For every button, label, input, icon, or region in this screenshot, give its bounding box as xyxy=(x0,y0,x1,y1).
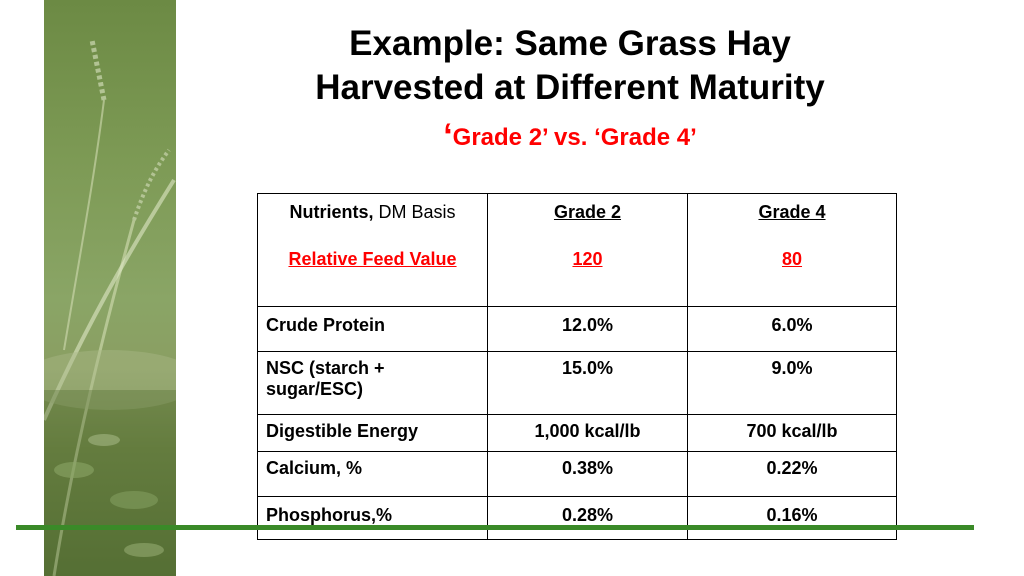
nutrient-name: Crude Protein xyxy=(257,306,488,352)
grade4-value: 9.0% xyxy=(687,351,897,415)
grade2-header: Grade 2 xyxy=(553,202,622,222)
rfv-grade4-value: 80 xyxy=(781,249,803,269)
nutrients-label: Nutrients, xyxy=(289,202,374,222)
grade2-value: 1,000 kcal/lb xyxy=(487,414,688,452)
nutrient-comparison-table: Nutrients, DM Basis Relative Feed Value … xyxy=(257,193,897,540)
rfv-grade2-value: 120 xyxy=(572,249,603,269)
nutrient-name: Digestible Energy xyxy=(257,414,488,452)
grade4-value: 700 kcal/lb xyxy=(687,414,897,452)
table-header-row: Nutrients, DM Basis Relative Feed Value … xyxy=(257,193,897,307)
slide-subtitle: ‘Grade 2’ vs. ‘Grade 4’ xyxy=(200,116,940,158)
slide-title: Example: Same Grass Hay Harvested at Dif… xyxy=(200,22,940,110)
table-row: Phosphorus,% 0.28% 0.16% xyxy=(257,496,897,540)
left-margin xyxy=(0,0,44,576)
grade2-value: 12.0% xyxy=(487,306,688,352)
table-row: Digestible Energy 1,000 kcal/lb 700 kcal… xyxy=(257,414,897,452)
grade4-value: 6.0% xyxy=(687,306,897,352)
grade4-value: 0.22% xyxy=(687,451,897,497)
table-row: Calcium, % 0.38% 0.22% xyxy=(257,451,897,497)
header-grade4-cell: Grade 4 80 xyxy=(687,193,897,307)
table-row: Crude Protein 12.0% 6.0% xyxy=(257,306,897,352)
grade2-value: 15.0% xyxy=(487,351,688,415)
nutrient-name: NSC (starch + sugar/ESC) xyxy=(257,351,488,415)
grass-image-strip xyxy=(44,0,176,576)
nutrient-name: Phosphorus,% xyxy=(257,496,488,540)
header-grade2-cell: Grade 2 120 xyxy=(487,193,688,307)
title-line-1: Example: Same Grass Hay xyxy=(349,24,791,63)
subtitle-text: Grade 2’ vs. ‘Grade 4’ xyxy=(452,124,697,151)
header-nutrients-cell: Nutrients, DM Basis Relative Feed Value xyxy=(257,193,488,307)
grade4-value: 0.16% xyxy=(687,496,897,540)
subtitle-open-quote: ‘ xyxy=(443,117,453,155)
grade2-value: 0.28% xyxy=(487,496,688,540)
grade4-header: Grade 4 xyxy=(758,202,826,222)
grade2-value: 0.38% xyxy=(487,451,688,497)
footer-divider xyxy=(16,525,974,530)
table-row: NSC (starch + sugar/ESC) 15.0% 9.0% xyxy=(257,351,897,415)
grass-illustration xyxy=(44,39,176,576)
dm-basis-label: DM Basis xyxy=(373,202,456,222)
rfv-label: Relative Feed Value xyxy=(288,249,457,269)
title-line-2: Harvested at Different Maturity xyxy=(315,68,825,107)
nutrient-name: Calcium, % xyxy=(257,451,488,497)
